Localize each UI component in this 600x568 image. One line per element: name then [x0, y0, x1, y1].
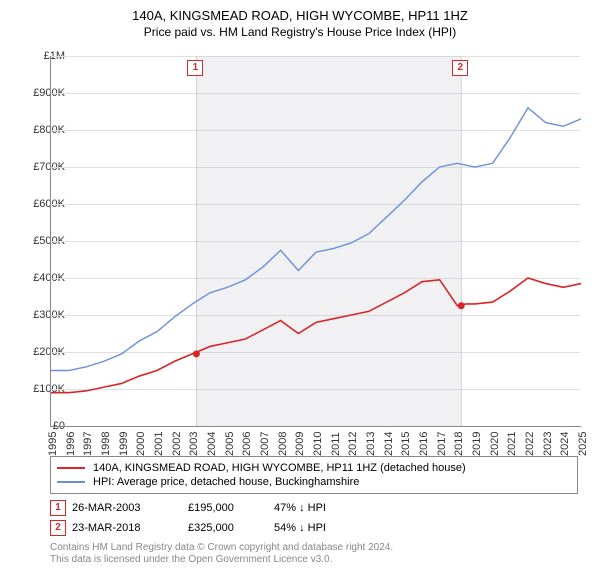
xtick-label: 2003	[188, 432, 200, 456]
chart-title: 140A, KINGSMEAD ROAD, HIGH WYCOMBE, HP11…	[0, 8, 600, 23]
xtick-label: 2021	[506, 432, 518, 456]
xtick-label: 2015	[400, 432, 412, 456]
xtick-label: 2005	[224, 432, 236, 456]
xtick-label: 2022	[524, 432, 536, 456]
sale-row: 1 26-MAR-2003 £195,000 47% ↓ HPI	[50, 500, 326, 516]
legend-swatch	[57, 481, 85, 483]
legend: 140A, KINGSMEAD ROAD, HIGH WYCOMBE, HP11…	[50, 456, 578, 494]
legend-swatch	[57, 467, 85, 469]
xtick-label: 2013	[365, 432, 377, 456]
xtick-label: 2025	[577, 432, 589, 456]
xtick-label: 2018	[453, 432, 465, 456]
xtick-label: 2024	[559, 432, 571, 456]
sale-hpi-delta: 54% ↓ HPI	[274, 522, 326, 534]
xtick-label: 2001	[153, 432, 165, 456]
xtick-label: 2002	[171, 432, 183, 456]
xtick-label: 2017	[436, 432, 448, 456]
xtick-label: 2008	[277, 432, 289, 456]
xtick-label: 2010	[312, 432, 324, 456]
xtick-label: 2023	[542, 432, 554, 456]
xtick-label: 1999	[118, 432, 130, 456]
xtick-label: 2014	[383, 432, 395, 456]
plot-area	[50, 56, 581, 427]
chart-marker: 1	[187, 60, 203, 76]
legend-item: HPI: Average price, detached house, Buck…	[57, 475, 571, 489]
xtick-label: 2007	[259, 432, 271, 456]
xtick-label: 2020	[489, 432, 501, 456]
xtick-label: 2006	[241, 432, 253, 456]
xtick-label: 1997	[82, 432, 94, 456]
xtick-label: 2011	[330, 432, 342, 456]
chart-marker: 2	[452, 60, 468, 76]
xtick-label: 2000	[135, 432, 147, 456]
xtick-label: 2019	[471, 432, 483, 456]
xtick-label: 2009	[294, 432, 306, 456]
legend-item: 140A, KINGSMEAD ROAD, HIGH WYCOMBE, HP11…	[57, 461, 571, 475]
xtick-label: 2012	[347, 432, 359, 456]
xtick-label: 2016	[418, 432, 430, 456]
legend-label: 140A, KINGSMEAD ROAD, HIGH WYCOMBE, HP11…	[93, 462, 466, 474]
legend-label: HPI: Average price, detached house, Buck…	[93, 476, 359, 488]
sale-price: £195,000	[188, 502, 268, 514]
sale-hpi-delta: 47% ↓ HPI	[274, 502, 326, 514]
sale-row: 2 23-MAR-2018 £325,000 54% ↓ HPI	[50, 520, 326, 536]
sale-marker: 1	[50, 500, 66, 516]
xtick-label: 1995	[47, 432, 59, 456]
plot-svg	[51, 56, 581, 426]
sale-price: £325,000	[188, 522, 268, 534]
xtick-label: 2004	[206, 432, 218, 456]
chart-subtitle: Price paid vs. HM Land Registry's House …	[0, 25, 600, 39]
xtick-label: 1996	[65, 432, 77, 456]
footer-line: Contains HM Land Registry data © Crown c…	[50, 542, 393, 553]
xtick-label: 1998	[100, 432, 112, 456]
sale-marker: 2	[50, 520, 66, 536]
sale-date: 26-MAR-2003	[72, 502, 182, 514]
chart-container: 140A, KINGSMEAD ROAD, HIGH WYCOMBE, HP11…	[0, 8, 600, 568]
sale-date: 23-MAR-2018	[72, 522, 182, 534]
